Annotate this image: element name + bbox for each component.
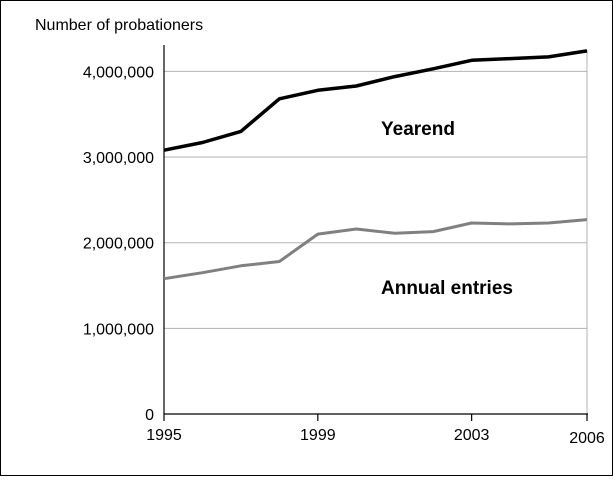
y-tick-label-0: 0 (145, 407, 154, 424)
x-tick-label-0: 1995 (146, 427, 182, 444)
x-tick-labels: 1995 1999 2003 2006 (146, 427, 605, 447)
series-label-yearend: Yearend (381, 119, 455, 140)
y-tick-label-1: 1,000,000 (83, 321, 154, 338)
series-label-annual-entries: Annual entries (381, 278, 513, 299)
series-line-annual-entries (163, 218, 588, 281)
axes (163, 45, 588, 421)
series-line-yearend (163, 49, 588, 152)
x-tick-label-2: 2003 (454, 427, 490, 444)
y-axis-label: Number of probationers (35, 17, 203, 34)
series-lines (163, 49, 588, 281)
y-tick-label-2: 2,000,000 (83, 236, 154, 253)
x-tick-label-3: 2006 (569, 430, 605, 447)
y-tick-label-3: 3,000,000 (83, 150, 154, 167)
x-tick-label-1: 1999 (300, 427, 336, 444)
grid-lines (164, 50, 588, 414)
y-tick-label-4: 4,000,000 (83, 64, 154, 81)
y-tick-labels: 0 1,000,000 2,000,000 3,000,000 4,000,000 (83, 64, 154, 424)
